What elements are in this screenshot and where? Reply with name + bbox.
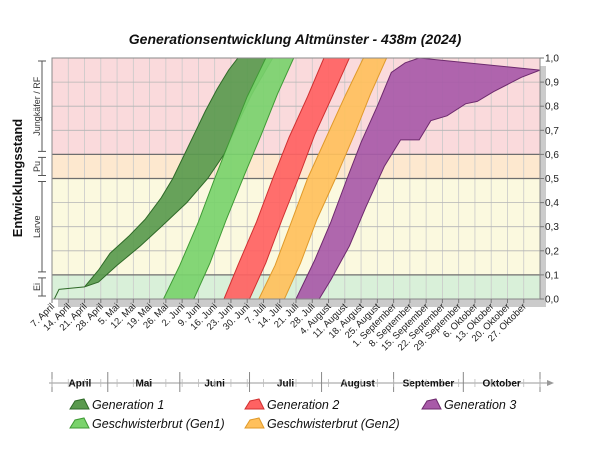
stage-labels: Ei Larve Pu Jungkäfer / RF <box>32 60 46 297</box>
legend-label: Geschwisterbrut (Gen2) <box>267 417 400 431</box>
legend-swatch <box>69 398 90 410</box>
legend-label: Generation 1 <box>92 398 164 412</box>
series-generation-3 <box>295 57 541 300</box>
legend: Generation 1 Generation 2 Generation 3 Gesc… <box>69 398 516 431</box>
month-label: August <box>340 379 375 390</box>
stage-label: Pu <box>32 161 42 172</box>
y-tick-labels: 0,0 0,1 0,2 0,3 0,4 0,5 0,6 0,7 0,8 0,9 1,0 <box>540 54 559 306</box>
y-axis-label: Entwicklungsstand <box>10 119 25 238</box>
y-tick-label: 0,7 <box>545 126 559 137</box>
month-axis-arrow <box>547 380 554 386</box>
chart-title: Generationsentwicklung Altmünster - 438m… <box>129 31 462 47</box>
stage-label: Larve <box>32 215 42 238</box>
y-tick-label: 0,2 <box>545 246 559 257</box>
y-tick-label: 0,1 <box>545 270 559 281</box>
month-label: April <box>68 379 91 390</box>
legend-label: Generation 2 <box>267 398 339 412</box>
stage-label: Jungkäfer / RF <box>32 76 42 136</box>
legend-label: Geschwisterbrut (Gen1) <box>92 417 225 431</box>
legend-swatch <box>244 398 265 410</box>
y-tick-label: 1,0 <box>545 54 559 65</box>
y-tick-label: 0,5 <box>545 174 559 185</box>
y-tick-label: 0,9 <box>545 78 559 89</box>
stage-label: Ei <box>32 283 42 291</box>
month-label: September <box>403 379 455 390</box>
y-tick-label: 0,8 <box>545 102 559 113</box>
y-tick-label: 0,0 <box>545 295 559 306</box>
y-tick-label: 0,3 <box>545 222 559 233</box>
y-tick-label: 0,6 <box>545 150 559 161</box>
legend-label: Generation 3 <box>444 398 516 412</box>
month-label: Mai <box>135 379 152 390</box>
legend-swatch <box>244 417 265 429</box>
series-group <box>53 57 541 300</box>
legend-swatch <box>69 417 90 429</box>
month-axis: April Mai Juni Juli August September Oktober <box>49 372 554 392</box>
y-tick-label: 0,4 <box>545 198 559 209</box>
month-label: Juli <box>277 379 294 390</box>
month-label: Oktober <box>482 379 520 390</box>
legend-swatch <box>421 398 442 410</box>
